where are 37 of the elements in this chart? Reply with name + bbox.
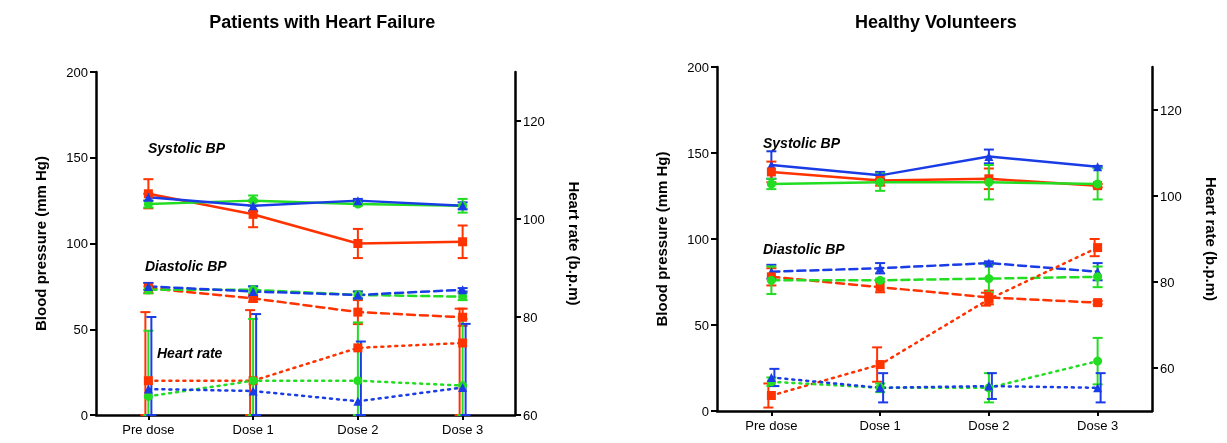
annotation: Systolic BP [148, 140, 226, 156]
y-axis-title: Blood pressure (mm Hg) [32, 155, 49, 332]
annotation: Heart rate [157, 345, 223, 361]
y-axis-title: Blood pressure (mm Hg) [653, 151, 670, 327]
y-tick-label: 100 [66, 236, 88, 251]
x-tick-label: Dose 2 [337, 422, 379, 437]
y-tick-label: 50 [694, 317, 709, 333]
y2-axis-title: Heart rate (b.p.m) [566, 181, 583, 306]
y-tick-label: 200 [66, 64, 88, 80]
x-tick-label: Pre dose [122, 422, 175, 437]
y2-tick-label: 80 [523, 309, 538, 325]
x-tick-label: Dose 2 [968, 418, 1010, 433]
y2-axis-title: Heart rate (b.p.m) [1203, 176, 1220, 302]
y-tick-label: 200 [687, 59, 709, 75]
x-tick-label: Dose 1 [232, 422, 274, 437]
y2-tick-label: 120 [523, 113, 545, 129]
x-tick-label: Dose 1 [859, 418, 901, 433]
x-tick-label: Pre dose [745, 418, 798, 433]
chart-title: Patients with Heart Failure [209, 12, 436, 32]
y-tick-label: 150 [687, 145, 709, 161]
chart-title: Healthy Volunteers [854, 12, 1017, 32]
annotation: Systolic BP [763, 135, 841, 151]
x-tick-label: Dose 3 [442, 422, 484, 437]
y2-tick-label: 100 [1160, 188, 1182, 204]
y2-tick-label: 60 [523, 407, 538, 423]
y2-tick-label: 60 [1160, 360, 1175, 376]
annotation: Diastolic BP [763, 241, 846, 257]
y-tick-label: 0 [701, 403, 709, 419]
y-tick-label: 100 [687, 231, 709, 247]
y-tick-label: 150 [66, 150, 88, 166]
y2-tick-label: 100 [523, 211, 545, 227]
x-tick-label: Dose 3 [1077, 418, 1119, 433]
y-tick-label: 50 [73, 321, 88, 337]
y2-tick-label: 80 [1160, 274, 1175, 290]
annotation: Diastolic BP [145, 258, 228, 274]
y-tick-label: 0 [80, 407, 88, 423]
y2-tick-label: 120 [1160, 102, 1182, 118]
